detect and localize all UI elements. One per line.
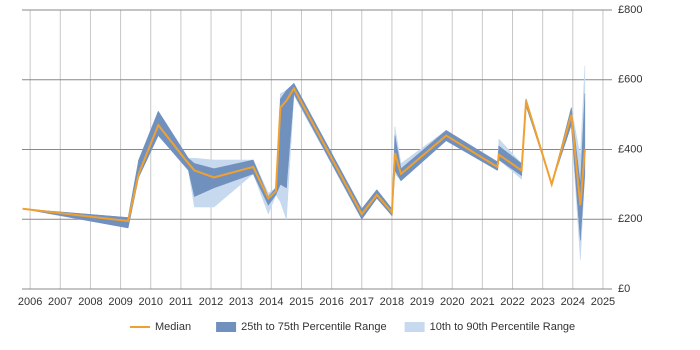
percentile-band	[158, 110, 189, 172]
x-tick-label: 2007	[48, 296, 72, 308]
y-tick-label: £800	[618, 4, 642, 16]
y-tick-label: £600	[618, 74, 642, 86]
y-tick-label: £400	[618, 143, 642, 155]
x-tick-label: 2010	[138, 296, 162, 308]
x-tick-label: 2016	[319, 296, 343, 308]
percentile-band	[498, 145, 522, 177]
x-tick-label: 2014	[259, 296, 283, 308]
x-tick-label: 2017	[350, 296, 374, 308]
x-tick-label: 2022	[500, 296, 524, 308]
x-tick-label: 2020	[440, 296, 464, 308]
x-tick-label: 2019	[410, 296, 434, 308]
legend-swatch	[216, 322, 237, 332]
x-tick-label: 2013	[229, 296, 253, 308]
legend-label: 10th to 90th Percentile Range	[430, 321, 576, 333]
legend-label: Median	[155, 321, 191, 333]
x-tick-label: 2009	[108, 296, 132, 308]
x-tick-label: 2021	[470, 296, 494, 308]
y-tick-label: £0	[618, 283, 630, 295]
x-tick-label: 2006	[18, 296, 42, 308]
x-tick-label: 2018	[380, 296, 404, 308]
legend-label: 25th to 75th Percentile Range	[241, 321, 387, 333]
x-tick-label: 2011	[169, 296, 193, 308]
legend-swatch	[404, 322, 425, 332]
x-tick-label: 2012	[199, 296, 223, 308]
x-tick-label: 2024	[561, 296, 585, 308]
x-tick-label: 2025	[591, 296, 615, 308]
y-tick-label: £200	[618, 213, 642, 225]
x-tick-label: 2015	[289, 296, 313, 308]
median-line	[22, 86, 586, 223]
x-tick-label: 2023	[530, 296, 554, 308]
x-tick-label: 2008	[78, 296, 102, 308]
